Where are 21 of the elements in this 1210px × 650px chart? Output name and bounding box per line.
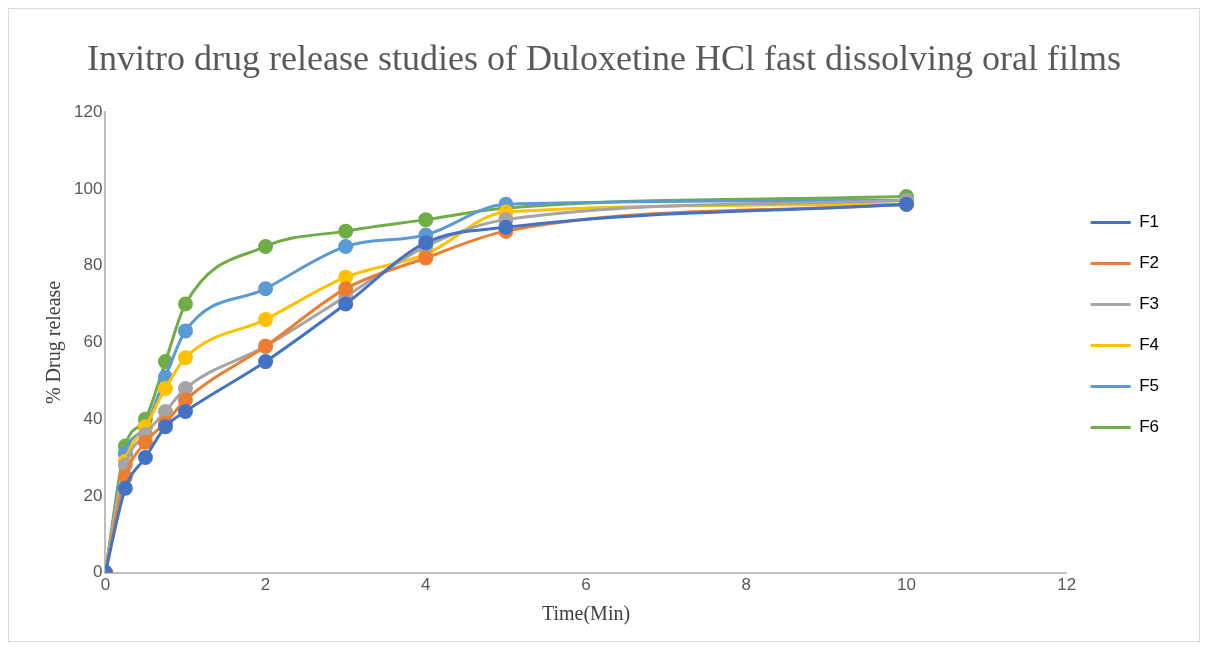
legend-label: F3 [1139, 294, 1159, 314]
x-tick-label: 8 [741, 575, 751, 595]
x-tick-label: 2 [260, 575, 271, 595]
legend-label: F1 [1139, 212, 1159, 232]
legend-label: F2 [1139, 253, 1159, 273]
y-tick-label: 100 [73, 178, 103, 198]
legend-label: F5 [1139, 376, 1159, 396]
x-tick-label: 12 [1057, 575, 1077, 595]
y-tick-label: 20 [83, 485, 103, 505]
y-tick-label: 40 [83, 408, 103, 428]
legend-label: F4 [1139, 335, 1159, 355]
x-tick-label: 6 [581, 575, 591, 595]
legend-label: F6 [1139, 417, 1159, 437]
y-tick-label: 60 [83, 332, 103, 352]
y-tick-label: 80 [83, 255, 103, 275]
y-tick-label: 120 [73, 101, 103, 121]
y-axis-title: % Drug release [42, 280, 66, 405]
x-axis-title: Time(Min) [541, 602, 631, 626]
x-tick-label: 10 [896, 575, 916, 595]
x-tick-label: 4 [421, 575, 431, 595]
chart-title: Invitro drug release studies of Duloxetine HCl fast dissolving oral films [87, 38, 1121, 79]
